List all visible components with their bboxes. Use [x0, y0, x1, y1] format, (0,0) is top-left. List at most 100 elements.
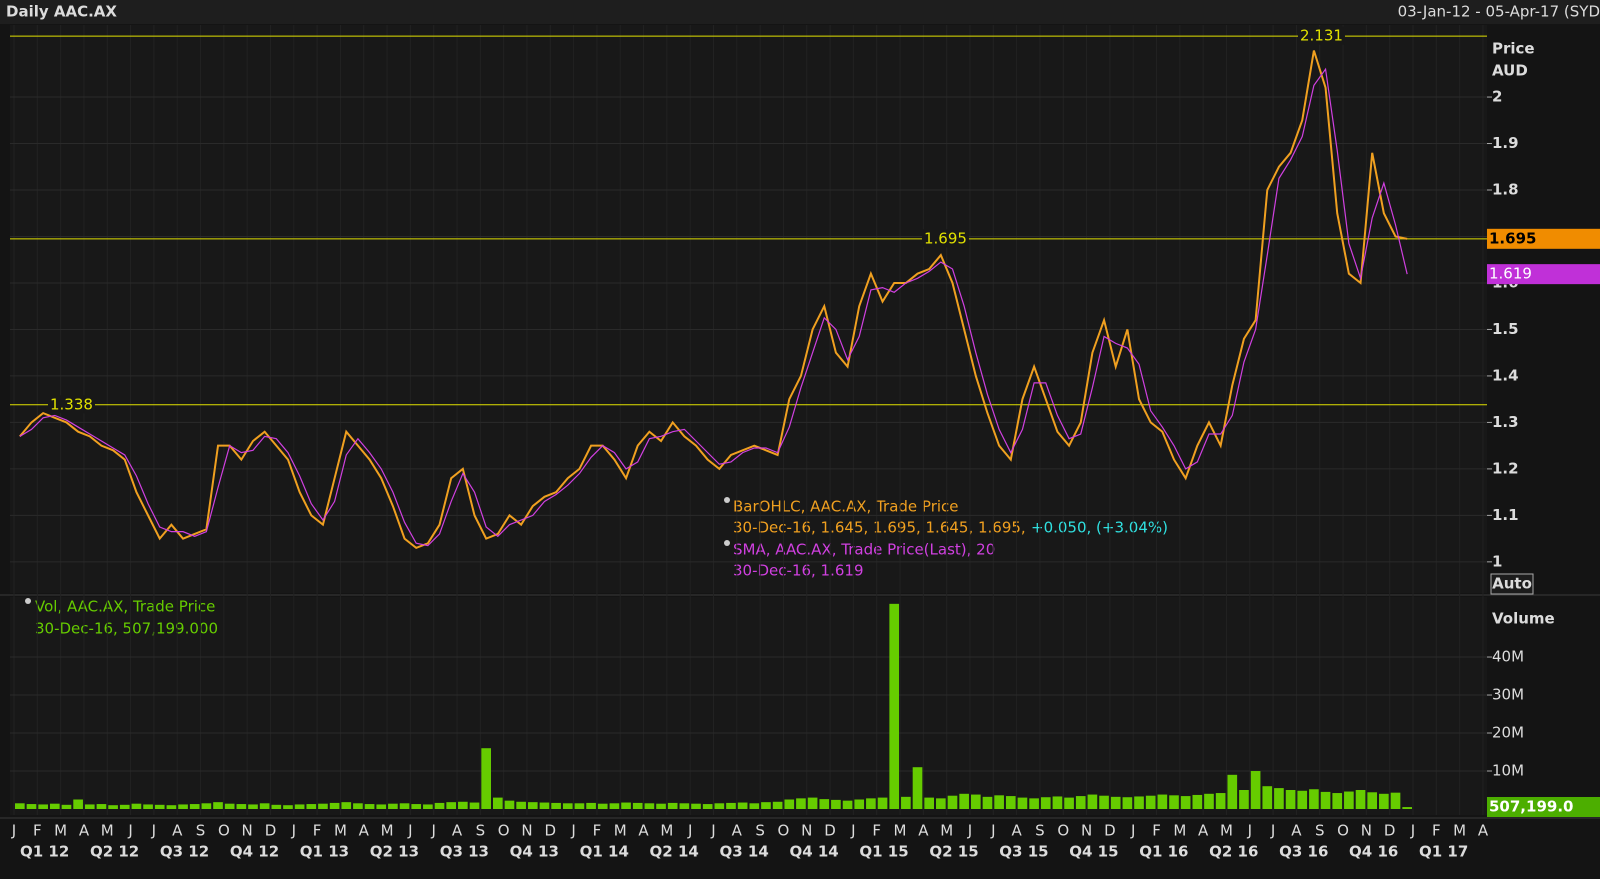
month-label: M: [101, 822, 114, 840]
volume-bar: [784, 799, 795, 809]
quarter-label: Q1 14: [580, 843, 629, 861]
quarter-label: Q4 15: [1069, 843, 1118, 861]
y-tick-label: 20M: [1492, 724, 1524, 742]
volume-bar: [1297, 790, 1308, 809]
volume-bar: [201, 803, 212, 809]
volume-bar: [154, 804, 165, 809]
volume-bar: [901, 796, 911, 809]
legend-sma-values: 30-Dec-16, 1.619: [733, 562, 864, 580]
month-label: J: [407, 822, 412, 840]
currency-label: AUD: [1492, 62, 1528, 80]
month-label: M: [940, 822, 953, 840]
month-label: M: [614, 822, 627, 840]
volume-bar: [737, 802, 748, 809]
volume-bar: [492, 797, 503, 809]
volume-bar: [1134, 796, 1144, 809]
y-tick-label: 1.9: [1492, 134, 1519, 152]
auto-button[interactable]: [1490, 573, 1534, 595]
volume-bar: [411, 804, 422, 809]
quarter-label: Q3 15: [999, 843, 1048, 861]
month-label: A: [638, 822, 649, 840]
volume-bar: [1145, 795, 1156, 809]
level-label-bg: [48, 395, 95, 414]
volume-bar: [504, 800, 515, 809]
volume-bar: [1005, 796, 1016, 809]
legend-icon[interactable]: [724, 497, 730, 503]
volume-bar: [1099, 795, 1109, 809]
y-tick-label: 1.5: [1492, 320, 1519, 338]
month-label: S: [476, 822, 486, 840]
volume-bar: [189, 804, 200, 809]
y-tick-label: 30M: [1492, 686, 1524, 704]
y-tick-label: 10M: [1492, 762, 1524, 780]
last-value-label: 1.695: [1489, 229, 1536, 247]
legend-ohlc-values: 30-Dec-16, 1.645, 1.695, 1.645, 1.695,: [733, 519, 1026, 537]
month-label: A: [732, 822, 743, 840]
month-label: O: [1337, 822, 1349, 840]
volume-bar: [1180, 796, 1191, 809]
volume-bar: [399, 803, 410, 809]
legend-vol-values: 30-Dec-16, 507,199.000: [35, 620, 218, 638]
month-label: A: [1198, 822, 1209, 840]
last-value-badge: [1487, 228, 1600, 249]
volume-bar: [1029, 798, 1039, 809]
volume-bar: [248, 804, 258, 809]
volume-bar: [947, 795, 958, 809]
volume-bar: [259, 803, 270, 809]
month-label: A: [1291, 822, 1302, 840]
level-label: 1.338: [50, 395, 93, 413]
volume-bar: [1204, 793, 1214, 809]
quarter-label: Q4 14: [789, 843, 838, 861]
month-label: J: [570, 822, 575, 840]
volume-bar: [1122, 797, 1133, 809]
legend-icon[interactable]: [25, 598, 31, 604]
quarter-label: Q1 15: [859, 843, 908, 861]
volume-bar: [1110, 796, 1121, 809]
volume-bar: [667, 802, 678, 809]
quarter-label: Q3 14: [720, 843, 769, 861]
legend-icon[interactable]: [724, 540, 730, 546]
volume-bar: [271, 804, 282, 809]
month-label: S: [755, 822, 765, 840]
volume-bar: [15, 803, 25, 809]
month-label: F: [33, 822, 42, 840]
month-label: O: [778, 822, 790, 840]
quarter-label: Q2 14: [650, 843, 699, 861]
month-label: N: [801, 822, 812, 840]
quarter-label: Q2 15: [929, 843, 978, 861]
series-line: [19, 50, 1408, 550]
volume-bar: [632, 802, 643, 809]
quarter-label: Q2 12: [90, 843, 139, 861]
legend-vol: Vol, AAC.AX, Trade Price: [35, 598, 215, 616]
month-label: D: [824, 822, 836, 840]
month-label: A: [918, 822, 929, 840]
quarter-label: Q4 12: [230, 843, 279, 861]
quarter-label: Q3 13: [440, 843, 489, 861]
month-label: F: [872, 822, 881, 840]
auto-button-label[interactable]: Auto: [1492, 575, 1532, 593]
volume-bar: [551, 802, 561, 809]
month-label: S: [1035, 822, 1045, 840]
volume-bar: [644, 803, 655, 809]
month-label: D: [545, 822, 557, 840]
month-label: F: [1432, 822, 1441, 840]
volume-bar: [1075, 796, 1086, 809]
volume-bar: [178, 804, 188, 809]
quarter-label: Q1 17: [1419, 843, 1468, 861]
volume-bar: [516, 801, 526, 809]
volume-bar: [527, 802, 538, 809]
month-label: J: [1410, 822, 1415, 840]
volume-bar: [458, 801, 468, 809]
volume-bar: [318, 803, 328, 809]
month-label: D: [265, 822, 277, 840]
legend-sma: SMA, AAC.AX, Trade Price(Last), 20: [733, 541, 995, 559]
volume-bar: [108, 805, 118, 809]
volume-bar: [61, 804, 72, 809]
volume-bar: [131, 803, 142, 809]
volume-bar: [119, 804, 130, 809]
volume-bar: [96, 804, 107, 809]
volume-bar: [1064, 797, 1074, 809]
quarter-label: Q4 16: [1349, 843, 1398, 861]
volume-bar: [329, 802, 340, 809]
